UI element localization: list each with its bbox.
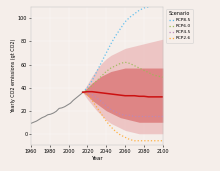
X-axis label: Year: Year [91,156,103,161]
Y-axis label: Yearly CO2 emissions (gt CO2): Yearly CO2 emissions (gt CO2) [11,39,16,113]
Legend: RCP8.5, RCP6.0, RCP4.5, RCP2.6: RCP8.5, RCP6.0, RCP4.5, RCP2.6 [166,9,193,43]
